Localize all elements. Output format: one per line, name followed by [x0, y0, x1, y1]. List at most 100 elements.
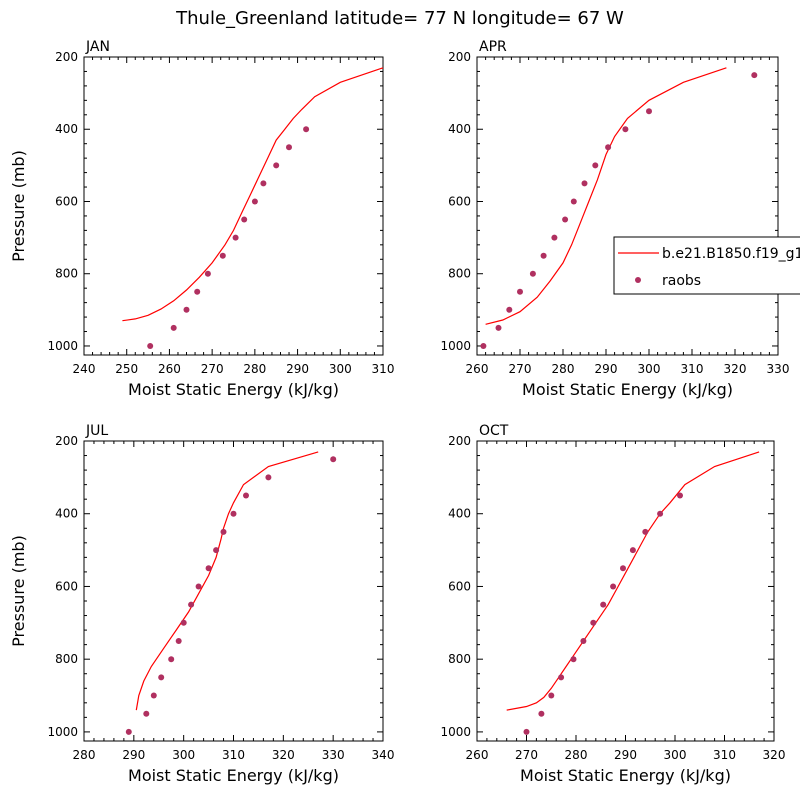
panel-jul: JUL 280 290 300 310 320 330 340 200 400 600 800 1000… [9, 423, 394, 785]
raob-point [540, 252, 547, 259]
panel-label: JUL [85, 423, 108, 439]
x-tick-label: 270 [201, 362, 224, 376]
y-tick-label: 400 [448, 122, 471, 136]
x-axis-label: Moist Static Energy (kJ/kg) [128, 380, 339, 399]
legend-label-raobs: raobs [662, 273, 701, 289]
panel-apr: APR 260 270 280 290 300 310 320 330 200 400 600 800 1… [440, 39, 789, 399]
panels-group: JAN 240 250 260 270 280 290 300 310 200 400 600 800 1… [9, 39, 789, 785]
raob-point [194, 288, 201, 295]
raob-point [265, 474, 272, 481]
x-tick-label: 310 [681, 362, 704, 376]
raob-point [657, 510, 664, 517]
panel-label: JAN [85, 39, 110, 55]
raob-point [220, 528, 227, 535]
raob-point [570, 198, 577, 205]
figure-title: Thule_Greenland latitude= 77 N longitude… [175, 8, 624, 29]
x-tick-label: 280 [243, 362, 266, 376]
raob-point [600, 601, 607, 608]
raob-point [590, 619, 597, 626]
raob-point [580, 638, 587, 644]
y-tick-label: 800 [55, 652, 78, 666]
raob-point [273, 162, 280, 169]
x-tick-label: 340 [372, 748, 395, 762]
x-tick-label: 310 [222, 748, 245, 762]
x-tick-label: 300 [172, 748, 195, 762]
y-tick-label: 800 [448, 267, 471, 281]
y-tick-label: 200 [55, 50, 78, 64]
legend-label-model: b.e21.B1850.f19_g17 [662, 246, 800, 262]
raob-point [646, 108, 652, 115]
x-tick-label: 320 [763, 748, 786, 762]
raob-point [529, 270, 536, 277]
raob-point [548, 692, 555, 699]
panel-oct: OCT 260 270 280 290 300 310 320 200 400 600 800 1000… [440, 423, 785, 785]
y-tick-label: 600 [55, 194, 78, 208]
x-tick-label: 300 [664, 748, 687, 762]
y-axis-label: Pressure (mb) [9, 150, 28, 262]
x-axis-label: Moist Static Energy (kJ/kg) [520, 766, 731, 785]
raob-point [642, 528, 649, 535]
legend-box [613, 236, 800, 295]
x-tick-label: 280 [565, 748, 588, 762]
x-tick-label: 330 [322, 748, 345, 762]
raob-point [251, 198, 258, 205]
raob-point [303, 126, 310, 133]
raob-point [605, 144, 612, 151]
model-line [122, 67, 384, 322]
raob-point [230, 510, 237, 517]
plot-frame [83, 440, 384, 742]
raob-point [506, 306, 513, 313]
raob-point [195, 583, 202, 590]
y-tick-label: 200 [448, 50, 471, 64]
x-tick-label: 290 [122, 748, 145, 762]
x-tick-label: 300 [329, 362, 352, 376]
raob-point [204, 270, 211, 277]
raob-point [219, 252, 226, 259]
y-tick-label: 200 [448, 434, 471, 448]
raob-point [158, 674, 165, 681]
raob-point [495, 324, 502, 331]
y-tick-label: 1000 [47, 725, 78, 739]
y-tick-label: 600 [448, 194, 471, 208]
x-tick-label: 270 [515, 748, 538, 762]
model-line [485, 67, 727, 325]
raob-point [188, 601, 195, 608]
plot-frame [476, 440, 775, 742]
y-tick-label: 1000 [47, 339, 78, 353]
panel-label: OCT [479, 423, 509, 439]
x-tick-label: 330 [767, 362, 790, 376]
y-tick-label: 800 [448, 652, 471, 666]
raob-point [570, 656, 577, 663]
raob-point [180, 619, 187, 626]
raob-point [213, 547, 220, 554]
model-line [506, 451, 760, 711]
x-tick-label: 320 [272, 748, 295, 762]
legend-marker-swatch [635, 277, 641, 283]
plot-frame [83, 56, 384, 356]
raob-point [168, 656, 175, 663]
x-tick-label: 290 [595, 362, 618, 376]
raob-point [147, 343, 154, 349]
raob-point [260, 180, 267, 187]
panel-label: APR [479, 39, 507, 55]
raob-point [286, 144, 292, 151]
raob-point [170, 324, 177, 331]
raob-point [551, 234, 558, 241]
raob-point [480, 343, 487, 349]
raob-point [183, 306, 190, 313]
y-tick-label: 400 [448, 507, 471, 521]
raob-point [330, 456, 337, 463]
x-tick-label: 260 [158, 362, 181, 376]
x-tick-label: 250 [115, 362, 138, 376]
x-tick-label: 290 [614, 748, 637, 762]
y-tick-label: 800 [55, 267, 78, 281]
raob-point [243, 492, 249, 499]
raob-point [558, 674, 565, 681]
y-tick-label: 600 [55, 579, 78, 593]
raob-point [562, 216, 569, 223]
model-line [135, 451, 319, 711]
x-tick-label: 280 [73, 748, 96, 762]
raob-point [620, 565, 626, 572]
